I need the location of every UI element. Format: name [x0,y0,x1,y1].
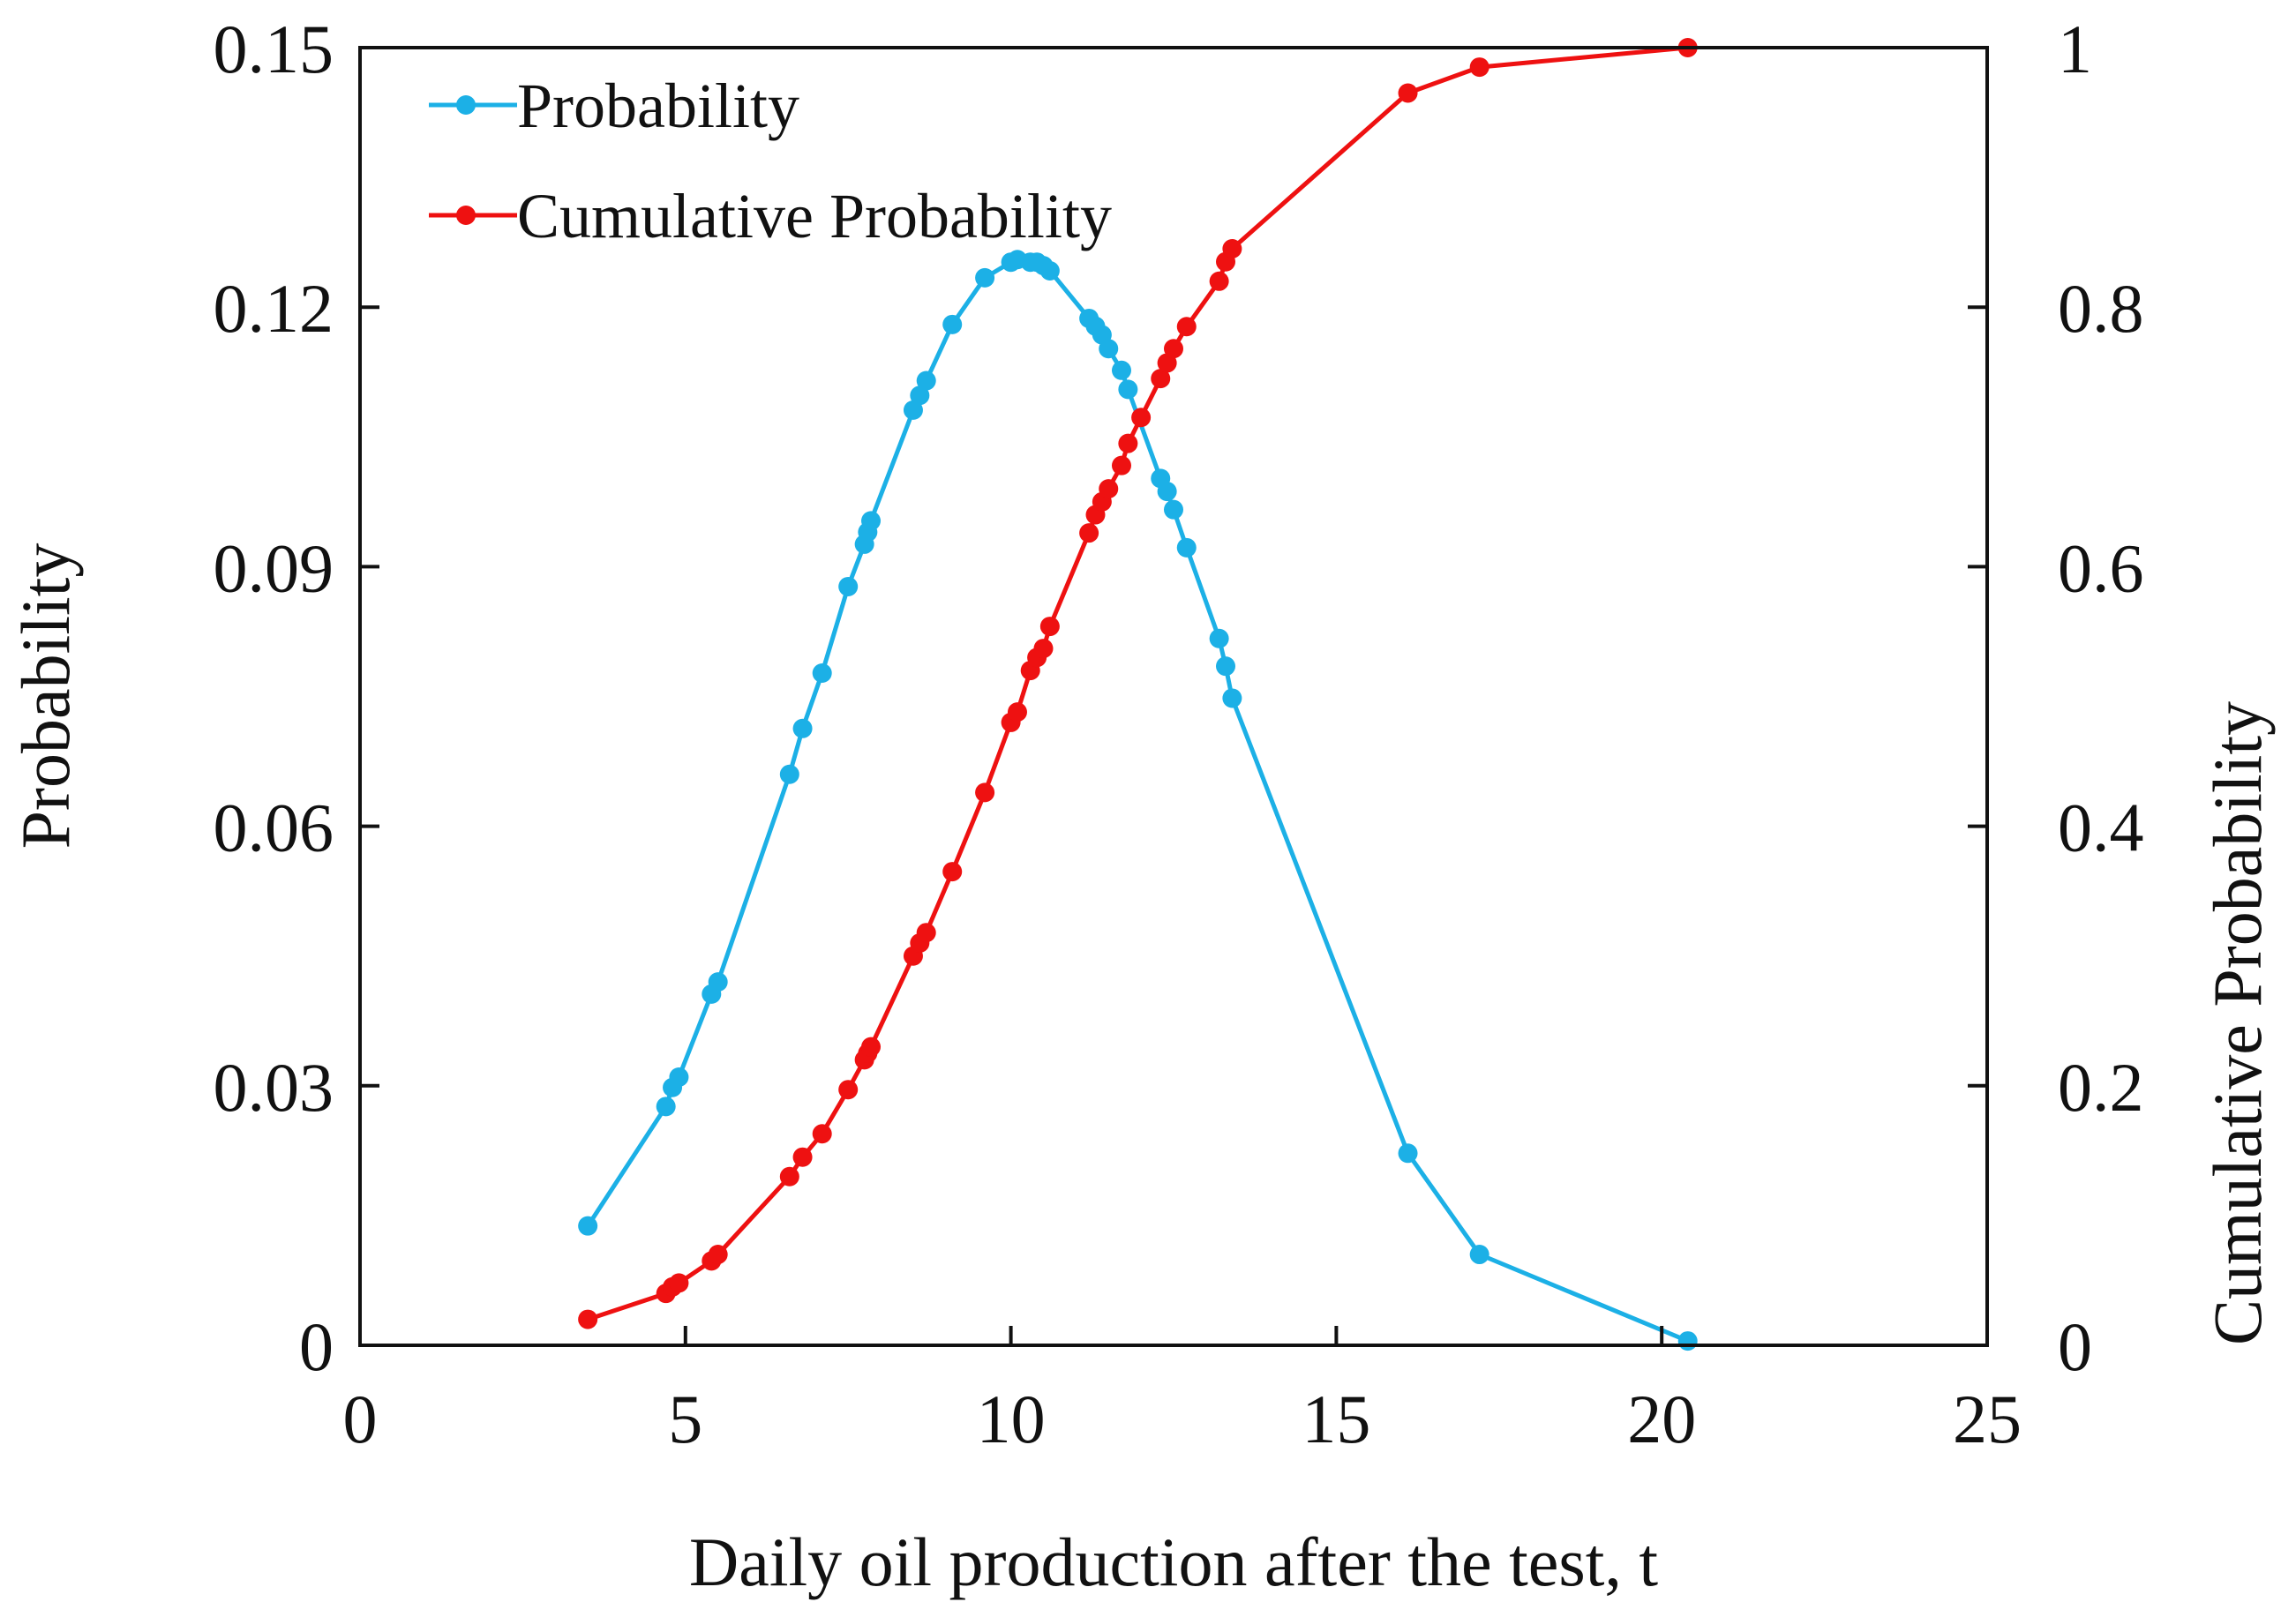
x-tick-label: 20 [1627,1381,1696,1457]
probability-point [838,576,859,596]
probability-point [812,663,832,684]
cumulative-probability-point [1033,639,1054,659]
cumulative-probability-point [1398,83,1418,103]
cumulative-probability-point [1131,408,1152,428]
probability-point [975,267,995,288]
probability-point [1216,656,1236,677]
legend: Probability Cumulative Probability [429,71,1112,251]
ticks-layer: 0 5 10 15 20 25 0 0.03 0.06 0.09 0.12 0.15 0 0.2 0.4 0.… [214,11,2144,1457]
y2-tick-label: 0 [2058,1308,2092,1385]
probability-point [1111,360,1131,380]
y2-tick-label: 0.4 [2058,790,2144,866]
probability-point [1157,482,1177,502]
cumulative-probability-point [1164,339,1183,359]
legend-label: Probability [517,71,799,141]
y-axis-title: Probability [7,543,84,850]
plot-frame [358,46,1989,1347]
probability-point [1164,499,1183,520]
x-tick-label: 0 [343,1381,378,1457]
probability-point [779,764,799,784]
cumulative-probability-point [975,782,995,803]
cumulative-probability-point [779,1166,799,1187]
cumulative-probability-point [578,1309,598,1329]
cumulative-probability-point [1118,433,1138,453]
cumulative-probability-point [916,923,936,943]
probability-point [942,314,963,334]
x-tick-label: 10 [977,1381,1046,1457]
y2-axis-title: Cumulative Probability [2199,701,2276,1345]
series-probability [578,250,1698,1351]
cumulative-probability-point [1111,455,1131,475]
cumulative-probability-point [1222,239,1242,259]
series-layer [578,38,1698,1351]
probability-point [916,371,936,391]
y-tick-label: 0.15 [214,11,334,87]
cumulative-probability-point [838,1080,859,1100]
cumulative-probability-point [1079,523,1099,543]
y-tick-label: 0.03 [214,1049,334,1126]
probability-point [1209,628,1229,648]
cumulative-probability-point [792,1147,813,1167]
probability-point [792,718,813,738]
legend-item-probability: Probability [429,71,799,141]
probability-point [1469,1245,1489,1265]
probability-point [1118,379,1138,400]
cumulative-probability-point [1209,271,1229,291]
probability-point [861,511,882,531]
cumulative-probability-point [669,1273,689,1293]
probability-point [1099,339,1119,359]
cumulative-probability-point [1039,617,1060,637]
x-tick-label: 5 [668,1381,702,1457]
cumulative-probability-point [812,1124,832,1144]
probability-point [1222,688,1242,708]
probability-point [1176,537,1197,558]
x-tick-label: 25 [1953,1381,2022,1457]
probability-point [656,1097,676,1117]
y-tick-label: 0.09 [214,529,334,606]
cumulative-probability-point [942,862,963,882]
probability-point [578,1216,598,1236]
y-tick-label: 0.06 [214,790,334,866]
legend-label: Cumulative Probability [517,181,1112,251]
probability-point [708,972,728,992]
cumulative-probability-point [1151,369,1171,389]
cumulative-probability-point [1469,57,1489,78]
probability-point [1398,1143,1418,1164]
x-tick-label: 15 [1302,1381,1370,1457]
legend-swatch-marker [456,206,476,225]
y2-tick-label: 0.8 [2058,270,2144,347]
probability-point [903,400,923,420]
probability-point [910,386,930,406]
y2-tick-label: 1 [2058,11,2092,87]
y-tick-label: 0.12 [214,270,334,347]
cumulative-probability-point [708,1245,728,1265]
legend-swatch-marker [456,95,476,115]
y2-tick-label: 0.6 [2058,529,2144,606]
cumulative-probability-point [1007,702,1027,722]
y-tick-label: 0 [299,1308,334,1385]
x-axis-title: Daily oil production after the test, t [689,1523,1659,1600]
cumulative-probability-point [1176,317,1197,337]
legend-item-cumulative-probability: Cumulative Probability [429,181,1112,251]
series-cumulative-probability [578,38,1698,1329]
cumulative-probability-point [861,1037,882,1057]
y2-tick-label: 0.2 [2058,1049,2144,1126]
probability-point [1039,261,1060,281]
probability-point [669,1067,689,1087]
cumulative-probability-point [1099,479,1119,499]
probability-point [1677,1331,1698,1351]
